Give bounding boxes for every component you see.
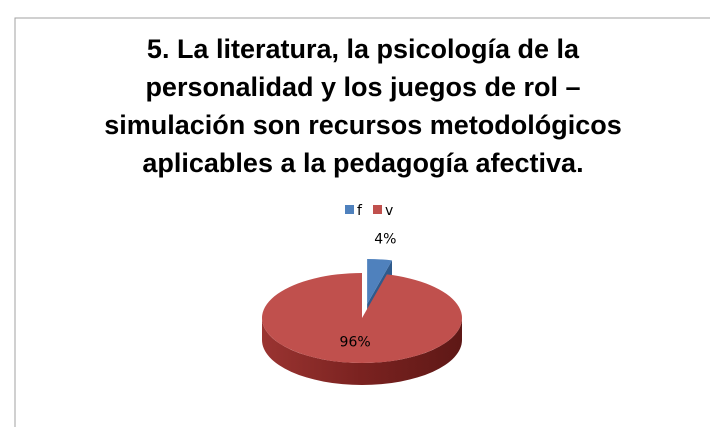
legend-swatch	[373, 205, 382, 214]
legend-label: v	[385, 203, 393, 219]
legend-label: f	[357, 203, 363, 219]
legend-swatch	[345, 205, 354, 214]
pie-side	[262, 318, 462, 385]
data-label: 4%	[374, 231, 396, 247]
pie-slice	[367, 259, 392, 304]
chart-border	[14, 17, 710, 427]
chart-title: 5. La literatura, la psicología de la pe…	[104, 34, 622, 178]
data-label: 96%	[340, 335, 371, 351]
pie-slice	[261, 273, 462, 364]
